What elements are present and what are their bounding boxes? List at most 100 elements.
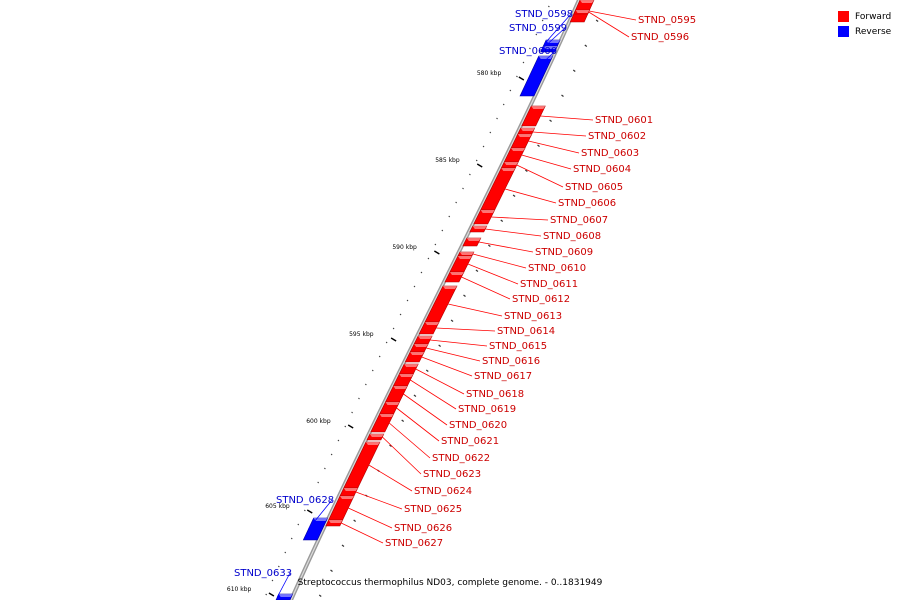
gene-label[interactable]: STND_0611 bbox=[520, 279, 578, 290]
gene-label[interactable]: STND_0626 bbox=[394, 523, 452, 534]
gene-block[interactable] bbox=[540, 45, 558, 53]
gene-label[interactable]: STND_0605 bbox=[565, 182, 623, 193]
gene-label[interactable]: STND_0595 bbox=[638, 15, 696, 26]
minor-tick bbox=[535, 33, 538, 36]
minor-tick bbox=[310, 495, 313, 498]
minor-tick bbox=[427, 257, 430, 260]
position-labels: 580 kbp 585 kbp 590 kbp 595 kbp 600 kbp 605 k… bbox=[227, 70, 525, 597]
minor-tick bbox=[265, 593, 268, 596]
minor-tick bbox=[304, 509, 306, 512]
gene-block[interactable] bbox=[370, 413, 395, 433]
leader-line bbox=[447, 303, 503, 317]
gene-label[interactable]: STND_0613 bbox=[504, 311, 562, 322]
minor-tick bbox=[488, 244, 491, 247]
gene-label[interactable]: STND_0606 bbox=[558, 198, 616, 209]
gene-label[interactable]: STND_0621 bbox=[441, 436, 499, 447]
gene-label[interactable]: STND_0633 bbox=[234, 568, 292, 579]
gene-label[interactable]: STND_0608 bbox=[543, 231, 601, 242]
minor-tick bbox=[413, 394, 417, 397]
gene-label[interactable]: STND_0612 bbox=[512, 294, 570, 305]
gene-label[interactable]: STND_0615 bbox=[489, 341, 547, 352]
minor-tick bbox=[353, 519, 357, 522]
position-label: 595 kbp bbox=[349, 331, 374, 338]
gene-block[interactable] bbox=[521, 105, 546, 127]
gene-label[interactable]: STND_0624 bbox=[414, 486, 472, 497]
gene-block[interactable] bbox=[480, 167, 516, 211]
minor-tick bbox=[584, 44, 588, 47]
gene-block-shine bbox=[457, 256, 472, 259]
gene-block-shine bbox=[365, 442, 380, 445]
gene-block-shine bbox=[531, 106, 546, 109]
gene-block[interactable] bbox=[418, 321, 440, 335]
leader-line bbox=[529, 50, 556, 77]
gene-label[interactable]: STND_0601 bbox=[595, 115, 653, 126]
gene-label[interactable]: STND_0598 bbox=[515, 9, 573, 20]
gene-block-shine bbox=[414, 344, 429, 347]
legend-forward-label: Forward bbox=[855, 11, 892, 22]
gene-block-shine bbox=[504, 162, 519, 165]
leader-line bbox=[541, 27, 566, 50]
gene-label[interactable]: STND_0604 bbox=[573, 164, 631, 175]
strand-legend: Forward Reverse bbox=[838, 9, 891, 39]
minor-tick bbox=[330, 569, 333, 572]
leader-line bbox=[368, 464, 413, 492]
gene-label[interactable]: STND_0618 bbox=[466, 389, 524, 400]
minor-tick bbox=[512, 194, 516, 197]
minor-tick bbox=[516, 75, 518, 78]
minor-tick bbox=[450, 319, 454, 322]
leader-line bbox=[341, 522, 384, 544]
leader-line bbox=[348, 507, 393, 529]
gene-label[interactable]: STND_0620 bbox=[449, 420, 507, 431]
gene-label[interactable]: STND_0625 bbox=[404, 504, 462, 515]
minor-tick bbox=[317, 481, 320, 484]
gene-label[interactable]: STND_0607 bbox=[550, 215, 608, 226]
gene-block-shine bbox=[546, 40, 561, 43]
minor-tick bbox=[365, 383, 367, 386]
gene-label[interactable]: STND_0603 bbox=[581, 148, 639, 159]
forward-swatch bbox=[838, 11, 849, 22]
gene-block-shine bbox=[501, 168, 516, 171]
position-label: 605 kbp bbox=[265, 503, 290, 510]
gene-label[interactable]: STND_0610 bbox=[528, 263, 586, 274]
gene-features bbox=[275, 0, 595, 600]
gene-block[interactable] bbox=[573, 9, 591, 15]
minor-tick bbox=[489, 131, 492, 134]
gene-label[interactable]: STND_0627 bbox=[385, 538, 443, 549]
legend-forward: Forward bbox=[838, 9, 891, 24]
minor-tick bbox=[385, 341, 388, 344]
gene-block[interactable] bbox=[325, 519, 344, 527]
major-tick bbox=[518, 76, 525, 81]
position-label: 600 kbp bbox=[306, 418, 331, 425]
gene-label[interactable]: STND_0596 bbox=[631, 32, 689, 43]
gene-block-shine bbox=[466, 238, 481, 241]
gene-label[interactable]: STND_0600 bbox=[499, 46, 557, 57]
minor-tick bbox=[441, 229, 444, 232]
gene-block[interactable] bbox=[519, 55, 554, 97]
gene-label[interactable]: STND_0599 bbox=[509, 23, 567, 34]
gene-block[interactable] bbox=[302, 517, 329, 541]
minor-tick bbox=[378, 355, 381, 358]
genome-caption: Streptococcus thermophilus ND03, complet… bbox=[297, 578, 603, 588]
gene-block[interactable] bbox=[424, 285, 458, 323]
gene-label[interactable]: STND_0628 bbox=[276, 495, 334, 506]
gene-block[interactable] bbox=[404, 351, 425, 363]
gene-block[interactable] bbox=[366, 433, 385, 441]
gene-label[interactable]: STND_0616 bbox=[482, 356, 540, 367]
gene-label[interactable]: STND_0623 bbox=[423, 469, 481, 480]
gene-block[interactable] bbox=[275, 593, 294, 600]
gene-label[interactable]: STND_0622 bbox=[432, 453, 490, 464]
gene-label[interactable]: STND_0619 bbox=[458, 404, 516, 415]
gene-block-shine bbox=[399, 374, 414, 377]
minor-tick bbox=[399, 313, 402, 316]
gene-label[interactable]: STND_0609 bbox=[535, 247, 593, 258]
gene-label[interactable]: STND_0614 bbox=[497, 326, 555, 337]
gene-block[interactable] bbox=[444, 271, 465, 283]
gene-block[interactable] bbox=[473, 209, 496, 225]
gene-label[interactable]: STND_0617 bbox=[474, 371, 532, 382]
minor-tick bbox=[392, 327, 395, 330]
gene-block[interactable] bbox=[462, 237, 482, 247]
gene-label[interactable]: STND_0602 bbox=[588, 131, 646, 142]
gene-block[interactable] bbox=[469, 225, 488, 233]
